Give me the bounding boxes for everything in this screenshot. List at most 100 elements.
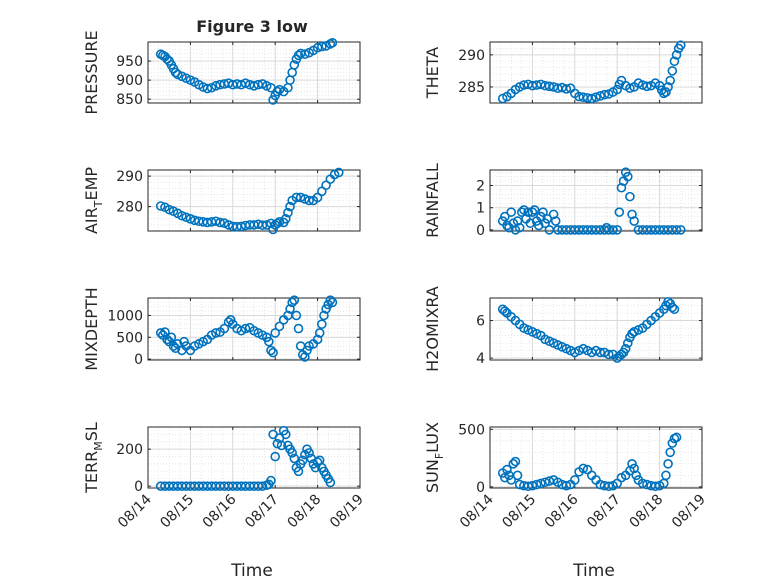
data-point	[211, 216, 221, 227]
data-point	[325, 477, 336, 488]
subplot-grid: 850 900 950 PRESSURE 285 290 THETA 280 290 AIRTEM…	[82, 30, 709, 531]
y-axis-label-tail: SL	[82, 422, 101, 441]
x-tick-label: 08/15	[157, 492, 197, 532]
y-axis-label-main: TERR	[82, 451, 101, 494]
y-tick-label: 0	[476, 480, 485, 496]
data-point	[665, 75, 676, 86]
data-point	[671, 225, 682, 235]
data-point	[536, 211, 546, 222]
data-point	[280, 429, 291, 440]
data-point	[312, 334, 323, 345]
y-tick-label: 290	[116, 169, 143, 185]
data-point	[637, 478, 648, 489]
data-point	[219, 323, 230, 334]
data-point	[569, 475, 580, 485]
data-point	[272, 86, 283, 97]
x-tick-label: 08/18	[285, 492, 325, 532]
data-point	[516, 207, 527, 217]
data-point	[215, 217, 225, 228]
subplot-rainfall: 0 1 2 RAINFALL	[423, 163, 703, 239]
data-point	[285, 201, 295, 212]
y-tick-label: 290	[458, 48, 485, 64]
data-point	[166, 332, 177, 343]
data-point	[595, 479, 606, 490]
y-axis-label-subscript: T	[92, 200, 105, 208]
data-point	[627, 459, 637, 469]
data-point	[675, 40, 686, 51]
data-point	[283, 207, 293, 218]
data-point	[675, 225, 686, 235]
data-point	[270, 451, 281, 462]
x-tick-label: 08/15	[499, 492, 539, 532]
y-axis-label: TERRMSL	[82, 422, 105, 494]
y-axis-label-main: SUN	[423, 459, 442, 493]
x-tick-label: 08/14	[457, 491, 497, 531]
data-point	[540, 477, 550, 488]
subplot-sun-flux: 0 500 SUNFLUX 08/14 08/15 08/16 08/17 08/18 08/1…	[423, 422, 709, 531]
data-point	[625, 83, 635, 94]
data-point	[319, 310, 329, 321]
data-point	[667, 66, 678, 76]
data-point	[650, 481, 661, 492]
data-point	[257, 220, 268, 231]
y-tick-label: 1000	[107, 308, 143, 324]
data-point	[317, 41, 327, 52]
x-axis-label-left: Time	[230, 561, 273, 581]
data-point	[514, 479, 525, 490]
data-point	[622, 171, 633, 182]
data-point	[514, 222, 525, 233]
data-point	[177, 210, 187, 221]
data-point	[314, 328, 325, 338]
x-tick-label: 08/17	[584, 492, 624, 532]
y-tick-label: 950	[116, 54, 143, 70]
y-tick-label: 2	[476, 179, 485, 195]
data-point	[544, 81, 555, 92]
data-point	[310, 462, 321, 473]
data-point	[289, 453, 300, 464]
y-tick-label: 285	[458, 80, 485, 96]
data-point	[289, 60, 300, 70]
data-point	[663, 82, 673, 92]
data-point	[289, 295, 300, 305]
y-tick-label: 900	[116, 73, 143, 89]
y-tick-label: 1	[476, 201, 485, 217]
x-tick-label: 08/19	[669, 492, 709, 532]
axes-box	[147, 169, 361, 232]
data-point	[667, 302, 678, 313]
data-point	[502, 220, 512, 231]
data-point	[663, 459, 673, 469]
y-axis-label: RAINFALL	[423, 163, 442, 238]
y-axis-label-main: AIR	[82, 207, 101, 234]
x-tick-label: 08/17	[242, 492, 282, 532]
data-point	[508, 459, 519, 469]
y-tick-label: 0	[134, 352, 143, 368]
data-point	[172, 339, 183, 349]
data-point	[525, 218, 536, 229]
data-point	[285, 304, 295, 314]
y-axis-label: PRESSURE	[82, 30, 101, 114]
axes-box	[147, 297, 361, 361]
y-tick-label: 4	[476, 351, 485, 367]
data-point	[249, 81, 259, 91]
data-point	[300, 352, 310, 362]
y-tick-label: 500	[458, 422, 485, 438]
data-point	[561, 480, 572, 491]
subplot-h2omixra: 4 6 H2OMIXRA	[423, 286, 703, 372]
data-point	[625, 191, 635, 202]
x-tick-label: 08/19	[327, 492, 367, 532]
data-point	[293, 323, 304, 334]
y-tick-label: 200	[116, 442, 143, 458]
y-tick-label: 850	[116, 92, 143, 108]
data-point	[266, 345, 276, 356]
data-point	[536, 478, 546, 489]
data-point	[155, 201, 166, 211]
data-point	[586, 93, 597, 104]
data-point	[276, 440, 287, 451]
data-point	[181, 212, 191, 223]
data-point	[601, 222, 612, 233]
y-axis-label-subscript: M	[92, 441, 105, 451]
y-axis-label: AIRTEMP	[82, 167, 105, 234]
data-point	[272, 218, 283, 229]
data-point	[595, 91, 606, 101]
